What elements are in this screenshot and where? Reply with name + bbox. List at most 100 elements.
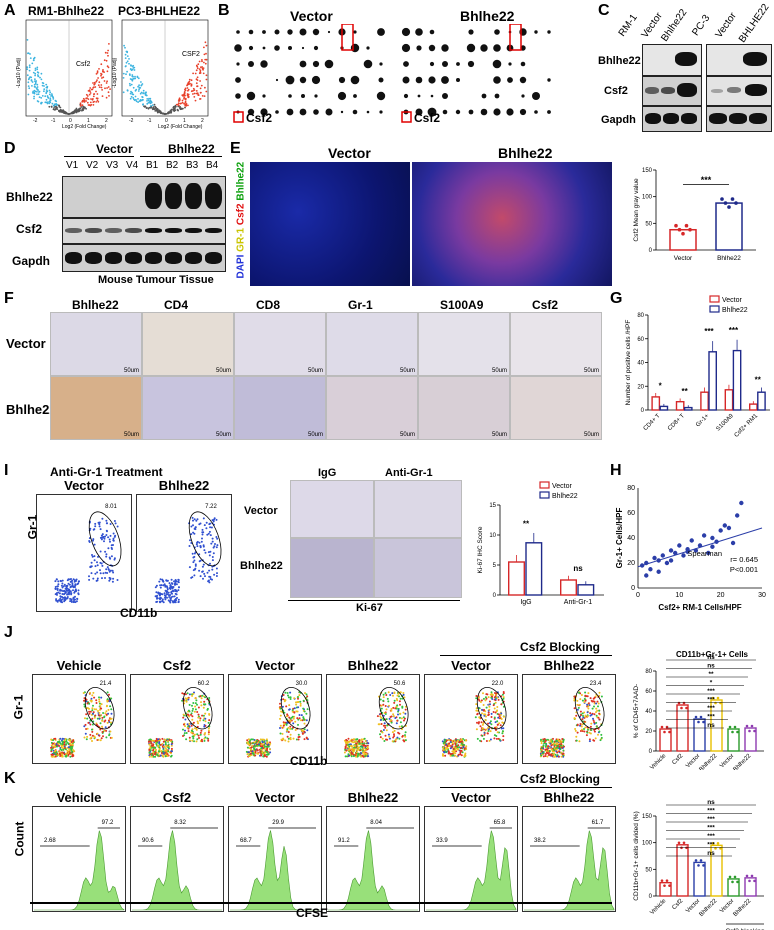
blot-band [85, 252, 102, 264]
flow-event [592, 719, 595, 722]
flow-event [303, 738, 306, 741]
stat-name: Spearman [687, 549, 722, 558]
flow-event [108, 733, 111, 736]
flow-event [201, 740, 204, 743]
flow-event [164, 585, 167, 588]
flow-event [200, 701, 202, 704]
flow-event [214, 543, 216, 545]
blot-band [65, 228, 82, 233]
flow-event [212, 520, 215, 523]
flow-event [251, 745, 254, 747]
flow-event [399, 691, 402, 694]
plot-frame [522, 674, 616, 764]
flow-event [90, 697, 93, 700]
array-spot [377, 28, 385, 36]
flow-event [86, 727, 89, 730]
flow-event [83, 699, 85, 702]
data-point [745, 724, 749, 728]
flow-event [154, 751, 157, 754]
flow-event [157, 592, 160, 595]
flow-event [595, 711, 597, 714]
flow-event [92, 538, 95, 541]
flow-event [178, 586, 180, 589]
data-point [733, 725, 737, 729]
flow-event [289, 736, 292, 739]
flow-gate [280, 687, 311, 730]
volcano-point [129, 68, 132, 70]
flow-event [491, 694, 494, 696]
flow-event [113, 558, 116, 561]
flow-event [216, 544, 219, 547]
flow-event [202, 545, 205, 548]
flow-event [289, 733, 292, 736]
flow-event [104, 712, 107, 715]
flow-event [92, 711, 95, 714]
hist-k-ylabel: Count [12, 821, 27, 857]
data-point [731, 880, 734, 884]
volcano-point [61, 111, 64, 114]
flow-event [111, 580, 114, 583]
volcano-point [137, 101, 139, 103]
flow-event [198, 560, 201, 563]
flow-event [578, 740, 581, 743]
flow-event [91, 740, 93, 742]
volcano-point [83, 101, 86, 103]
flow-event [148, 743, 151, 746]
scale-bar-label: 50um [399, 432, 415, 438]
data-point [684, 223, 689, 228]
bar [693, 718, 706, 752]
volcano-point [36, 66, 39, 69]
blot-band [165, 183, 182, 209]
flow-event [201, 531, 204, 534]
flow-event [460, 747, 463, 749]
flow-event [496, 706, 499, 708]
ihc-i-col-igg: IgG [318, 467, 337, 479]
array-spot [312, 28, 320, 36]
flow-event [203, 703, 205, 706]
flow-event [265, 738, 268, 741]
volcano-point [134, 75, 136, 78]
data-point [753, 729, 756, 733]
if-title-bhlhe22: Bhlhe22 [498, 145, 553, 161]
flow-event [544, 755, 547, 757]
data-point [660, 725, 664, 729]
flow-event [70, 578, 72, 580]
volcano-point [36, 88, 39, 91]
flow-event [587, 702, 590, 705]
flow-event [256, 749, 259, 752]
flow-event [598, 691, 601, 694]
flow-event [60, 755, 63, 758]
flow-event [102, 735, 104, 738]
ihc-f-row-title: Vector [6, 336, 46, 351]
ihc-i-caption: Ki-67 [356, 602, 383, 614]
flow-event [105, 519, 108, 522]
flow-event [150, 754, 153, 756]
array-spot [376, 91, 386, 101]
volcano-point [163, 112, 165, 115]
flow-event [70, 592, 73, 595]
scatter-point [701, 533, 707, 538]
flow-event [489, 722, 491, 724]
y-tick-label: 60 [637, 337, 644, 343]
volcano-point [85, 107, 87, 110]
volcano-point [32, 90, 34, 93]
flow-event [98, 734, 101, 737]
flow-event [393, 699, 396, 702]
flow-plot-title: Vector [255, 658, 295, 673]
volcano-point [100, 84, 103, 86]
flow-event [553, 744, 556, 747]
flow-event [53, 743, 56, 745]
flow-event [101, 725, 103, 728]
flow-event [465, 739, 467, 742]
flow-event [487, 722, 490, 725]
array-spot [428, 76, 436, 84]
array-spot [415, 108, 423, 116]
flow-event [484, 713, 487, 716]
flow-event [99, 707, 102, 710]
flow-event [191, 735, 194, 738]
flow-event [95, 579, 98, 582]
flow-event [164, 595, 167, 598]
volcano-point [87, 104, 90, 106]
volcano-point [57, 109, 60, 112]
